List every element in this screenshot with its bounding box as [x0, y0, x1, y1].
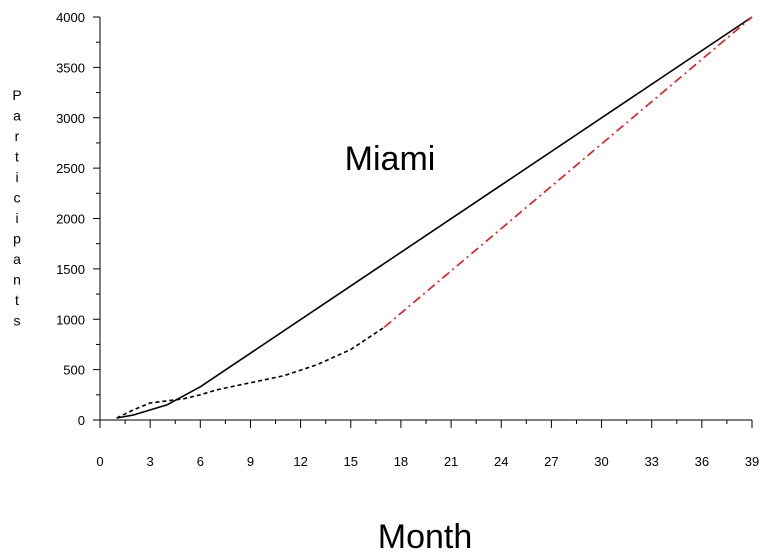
y-axis-label-char: P [12, 87, 21, 103]
x-tick-label: 6 [197, 454, 204, 469]
y-axis-label-char: r [15, 128, 20, 144]
x-tick-label: 3 [147, 454, 154, 469]
y-axis-label-char: i [15, 169, 18, 185]
y-tick-label: 4000 [56, 10, 85, 25]
x-axis-label: Month [378, 518, 473, 554]
x-axis-ticks: 0 3 6 9 12 15 18 21 24 27 30 33 36 39 [96, 420, 759, 469]
chart-title: Miami [345, 140, 436, 178]
x-tick-label: 30 [594, 454, 608, 469]
y-tick-label: 3000 [56, 111, 85, 126]
x-tick-label: 12 [293, 454, 307, 469]
y-axis-label-char: t [15, 292, 19, 308]
x-tick-label: 21 [444, 454, 458, 469]
y-tick-label: 1500 [56, 262, 85, 277]
x-tick-label: 39 [745, 454, 759, 469]
x-tick-label: 15 [344, 454, 358, 469]
y-axis-label-char: n [13, 272, 21, 288]
y-axis-label-char: t [15, 149, 19, 165]
x-tick-label: 33 [644, 454, 658, 469]
y-tick-label: 2000 [56, 212, 85, 227]
series-line-dashdot [383, 16, 753, 328]
x-tick-label: 18 [394, 454, 408, 469]
y-axis-label-char: a [13, 251, 21, 267]
y-axis-label-char: c [14, 190, 21, 206]
x-tick-label: 36 [695, 454, 709, 469]
y-axis-label-char: a [13, 108, 21, 124]
y-axis-ticks: 0 500 1000 1500 2000 2500 3000 3500 4000 [56, 10, 100, 428]
x-tick-label: 24 [494, 454, 508, 469]
axes [99, 17, 752, 421]
series-line-solid [116, 16, 753, 419]
x-tick-label: 27 [544, 454, 558, 469]
y-tick-label: 1000 [56, 312, 85, 327]
series-group [116, 16, 753, 419]
x-tick-label: 9 [247, 454, 254, 469]
x-tick-label: 0 [96, 454, 103, 469]
y-tick-label: 2500 [56, 161, 85, 176]
y-axis-label-char: i [15, 210, 18, 226]
y-axis-label-char: s [14, 313, 21, 329]
y-tick-label: 3500 [56, 60, 85, 75]
y-tick-label: 500 [63, 363, 85, 378]
y-axis-label-char: p [13, 231, 21, 247]
series-line-dashed [116, 326, 385, 419]
y-tick-label: 0 [78, 413, 85, 428]
